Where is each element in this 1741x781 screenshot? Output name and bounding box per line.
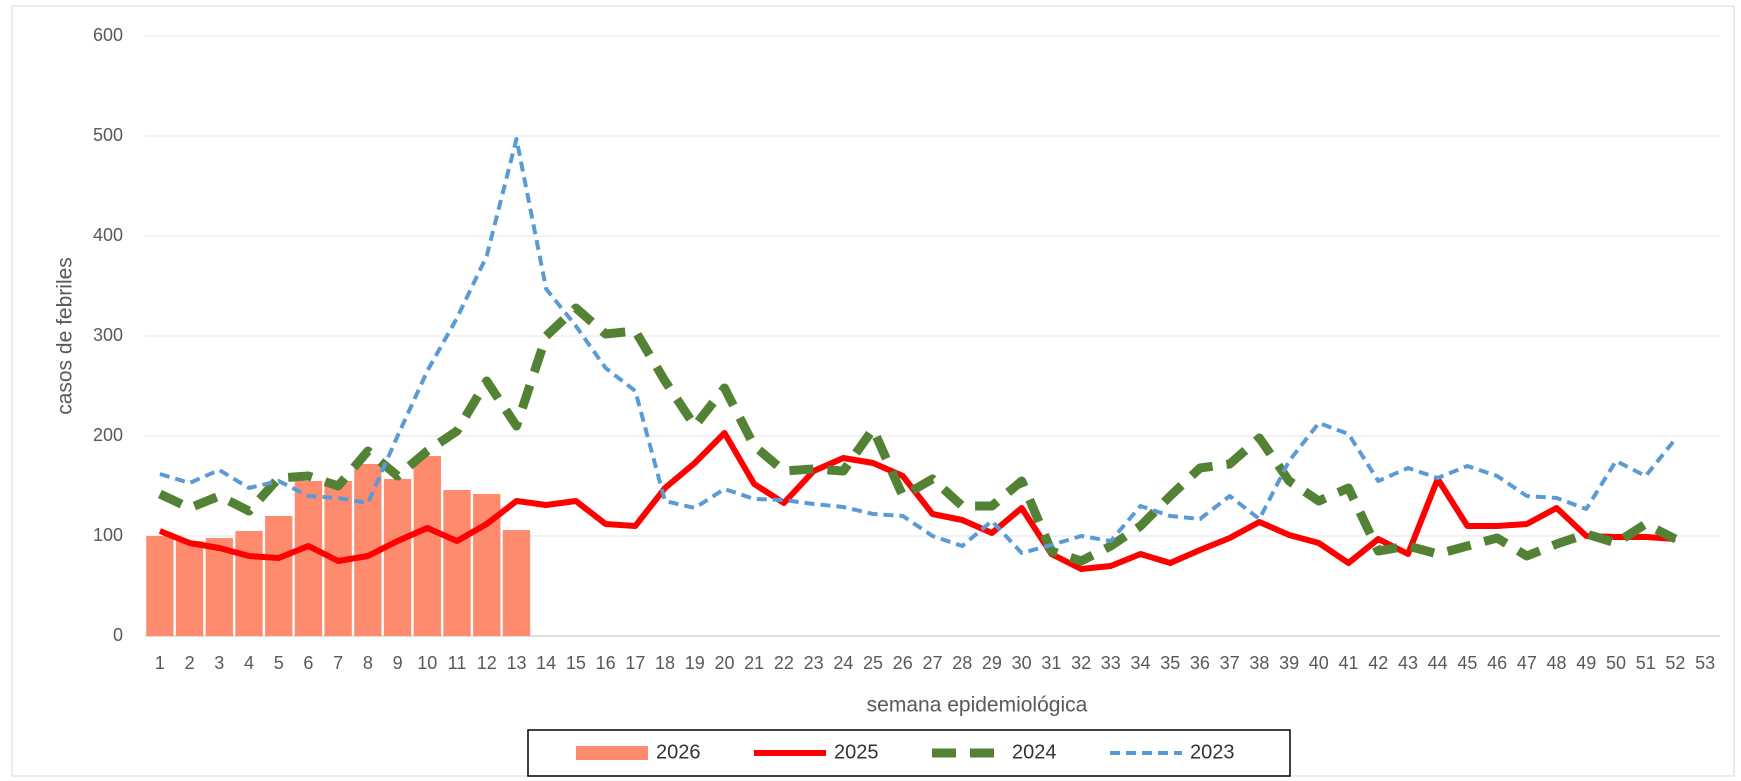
line bbox=[159, 137, 1677, 555]
bar bbox=[413, 456, 441, 636]
legend-label: 2026 bbox=[656, 741, 701, 763]
x-tick-label: 40 bbox=[1309, 653, 1329, 673]
x-tick-label: 43 bbox=[1398, 653, 1418, 673]
x-tick-label: 15 bbox=[566, 653, 586, 673]
x-tick-label: 20 bbox=[714, 653, 734, 673]
y-tick-label: 600 bbox=[93, 25, 123, 45]
y-tick-label: 500 bbox=[93, 125, 123, 145]
x-tick-label: 17 bbox=[625, 653, 645, 673]
x-tick-label: 34 bbox=[1131, 653, 1151, 673]
x-tick-label: 8 bbox=[363, 653, 373, 673]
bar bbox=[502, 530, 531, 636]
x-tick-label: 1 bbox=[155, 653, 165, 673]
bar bbox=[205, 538, 233, 636]
x-tick-label: 16 bbox=[596, 653, 616, 673]
x-tick-label: 26 bbox=[893, 653, 913, 673]
x-tick-label: 22 bbox=[774, 653, 794, 673]
x-tick-label: 29 bbox=[982, 653, 1002, 673]
x-tick-label: 30 bbox=[1012, 653, 1032, 673]
x-tick-label: 33 bbox=[1101, 653, 1121, 673]
x-tick-label: 9 bbox=[393, 653, 403, 673]
y-tick-label: 300 bbox=[93, 325, 123, 345]
x-tick-label: 38 bbox=[1249, 653, 1269, 673]
x-tick-label: 4 bbox=[244, 653, 254, 673]
legend-label: 2023 bbox=[1190, 741, 1235, 763]
bar bbox=[265, 516, 293, 636]
line bbox=[157, 303, 1678, 566]
x-tick-label: 21 bbox=[744, 653, 764, 673]
x-axis-title: semana epidemiológica bbox=[867, 694, 1088, 717]
x-tick-label: 31 bbox=[1041, 653, 1061, 673]
legend-label: 2024 bbox=[1012, 741, 1057, 763]
bar bbox=[443, 490, 471, 636]
legend-swatch bbox=[576, 746, 648, 760]
x-tick-label: 24 bbox=[833, 653, 853, 673]
x-tick-label: 41 bbox=[1339, 653, 1359, 673]
x-tick-label: 49 bbox=[1576, 653, 1596, 673]
legend-label: 2025 bbox=[834, 741, 879, 763]
x-tick-label: 7 bbox=[333, 653, 343, 673]
x-tick-label: 50 bbox=[1606, 653, 1626, 673]
x-tick-label: 10 bbox=[417, 653, 437, 673]
x-tick-label: 23 bbox=[804, 653, 824, 673]
x-tick-label: 28 bbox=[952, 653, 972, 673]
x-tick-label: 47 bbox=[1517, 653, 1537, 673]
x-tick-label: 37 bbox=[1220, 653, 1240, 673]
bar bbox=[294, 481, 323, 636]
x-tick-label: 3 bbox=[214, 653, 224, 673]
x-tick-label: 19 bbox=[685, 653, 705, 673]
x-tick-label: 27 bbox=[922, 653, 942, 673]
x-tick-label: 46 bbox=[1487, 653, 1507, 673]
x-tick-label: 51 bbox=[1636, 653, 1656, 673]
bar bbox=[235, 531, 263, 636]
bar bbox=[175, 541, 204, 636]
x-tick-label: 35 bbox=[1160, 653, 1180, 673]
y-tick-label: 0 bbox=[113, 625, 123, 645]
line bbox=[158, 430, 1676, 572]
x-tick-label: 32 bbox=[1071, 653, 1091, 673]
x-tick-label: 12 bbox=[477, 653, 497, 673]
bar bbox=[146, 536, 174, 636]
x-tick-label: 2 bbox=[185, 653, 195, 673]
x-tick-label: 39 bbox=[1279, 653, 1299, 673]
x-tick-label: 14 bbox=[536, 653, 556, 673]
y-tick-label: 400 bbox=[93, 225, 123, 245]
x-tick-label: 42 bbox=[1368, 653, 1388, 673]
x-tick-label: 53 bbox=[1695, 653, 1715, 673]
x-tick-label: 11 bbox=[448, 653, 467, 673]
y-tick-label: 100 bbox=[93, 525, 123, 545]
x-tick-label: 45 bbox=[1457, 653, 1477, 673]
x-tick-label: 36 bbox=[1190, 653, 1210, 673]
y-tick-label: 200 bbox=[93, 425, 123, 445]
y-axis-title: casos de febriles bbox=[54, 257, 77, 415]
x-tick-label: 5 bbox=[274, 653, 284, 673]
x-tick-label: 44 bbox=[1428, 653, 1448, 673]
x-tick-label: 6 bbox=[303, 653, 313, 673]
bar bbox=[383, 479, 412, 636]
x-tick-label: 13 bbox=[506, 653, 526, 673]
x-tick-label: 52 bbox=[1665, 653, 1685, 673]
x-tick-label: 48 bbox=[1547, 653, 1567, 673]
x-tick-label: 18 bbox=[655, 653, 675, 673]
x-tick-label: 25 bbox=[863, 653, 883, 673]
